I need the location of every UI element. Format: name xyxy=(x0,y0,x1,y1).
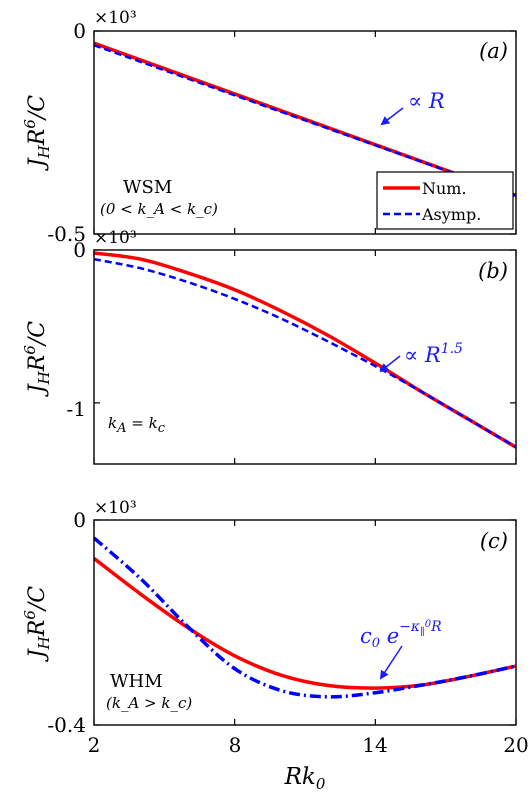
panel-b-series-asymp xyxy=(93,257,517,449)
panel-a-multiplier: ×10³ xyxy=(94,8,137,28)
panel-c-series-asymp xyxy=(92,536,517,699)
panel-b-annotation-text: ∝ R1.5 xyxy=(404,341,463,367)
panel-b-series-num xyxy=(93,251,517,449)
xtick-2: 2 xyxy=(88,733,101,757)
panel-b-ytick-top: 0 xyxy=(73,238,86,262)
panel-c-series-num xyxy=(92,557,517,690)
x-tick-labels: 2 8 14 20 xyxy=(88,733,529,757)
panel-b-multiplier: ×10³ xyxy=(94,228,137,248)
legend-num-label: Num. xyxy=(422,179,467,198)
panel-c-annotation: c0 e−κ∥0R xyxy=(360,619,442,680)
panel-a-label: (a) xyxy=(479,39,508,63)
panel-c-ylabel: JHR6/C xyxy=(21,586,53,662)
panel-b-frame xyxy=(93,249,517,465)
panel-a-frame xyxy=(93,30,517,235)
panel-a-annotation-text: ∝ R xyxy=(408,89,445,113)
panel-b-annotation-arrow xyxy=(379,355,401,373)
panel-b-ylabel: JHR6/C xyxy=(21,321,53,397)
legend-asymp-label: Asymp. xyxy=(421,205,481,224)
xtick-14: 14 xyxy=(362,733,387,757)
panel-c-multiplier: ×10³ xyxy=(94,498,137,518)
panel-a: 0 -0.5 ×10³ (a) WSM (0 < k_A < k_c) ∝ R … xyxy=(21,8,517,246)
panel-a-regime-label: WSM xyxy=(123,177,172,198)
panel-c-frame xyxy=(93,519,517,726)
panel-a-series-asymp xyxy=(93,44,517,197)
panel-a-annotation: ∝ R xyxy=(380,89,445,126)
xtick-8: 8 xyxy=(229,733,242,757)
x-axis-label: Rk0 xyxy=(284,764,326,793)
panel-b-label: (b) xyxy=(478,259,508,283)
panel-a-regime-condition: (0 < k_A < k_c) xyxy=(100,200,218,218)
panel-b-annotation: ∝ R1.5 xyxy=(379,341,463,373)
panel-c-ytick-bottom: -0.4 xyxy=(47,713,86,737)
panel-a-legend: Num. Asymp. xyxy=(376,171,514,230)
panel-a-ylabel: JHR6/C xyxy=(21,95,53,171)
panel-a-ytick-bottom: -0.5 xyxy=(47,222,86,246)
panel-a-ytick-top: 0 xyxy=(73,19,86,43)
panel-c-ytick-top: 0 xyxy=(73,508,86,532)
panel-c-regime-label: WHM xyxy=(110,671,163,692)
panel-b-regime-label: kA = kc xyxy=(108,414,166,436)
panel-c-regime-condition: (k_A > k_c) xyxy=(106,694,192,712)
panel-a-annotation-arrow xyxy=(380,107,404,126)
panel-c: 0 -0.4 ×10³ (c) WHM (k_A > k_c) c0 e−κ∥0… xyxy=(21,498,529,793)
panel-c-annotation-arrow xyxy=(379,645,403,680)
legend-box xyxy=(376,171,514,230)
panel-b: 0 -1 ×10³ (b) kA = kc ∝ R1.5 JHR6/C xyxy=(21,228,517,465)
panel-b-ytick-minus1: -1 xyxy=(67,397,86,421)
xtick-20: 20 xyxy=(503,733,528,757)
panel-c-label: (c) xyxy=(480,529,508,553)
